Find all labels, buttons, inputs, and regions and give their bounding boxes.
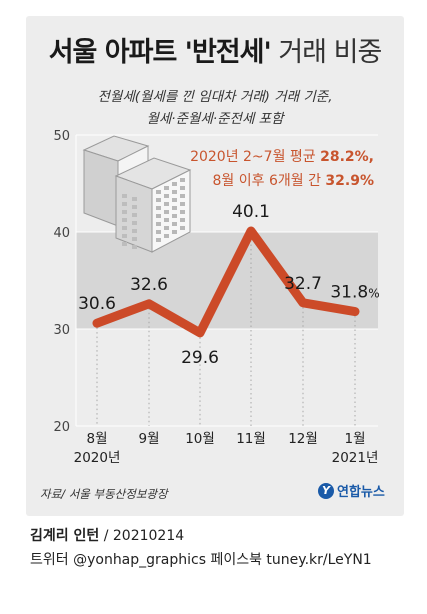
building-window — [172, 222, 177, 226]
building-window — [172, 230, 177, 234]
data-point — [299, 299, 307, 307]
building-window — [180, 210, 185, 214]
data-point — [247, 227, 255, 235]
building-window — [156, 190, 161, 194]
building-window — [122, 218, 127, 222]
building-window — [132, 221, 137, 225]
building-window — [132, 229, 137, 233]
building-window — [156, 214, 161, 218]
subtitle-line1: 전월세(월세를 낀 임대차 거래) 거래 기준, — [97, 89, 333, 105]
data-point — [196, 329, 204, 337]
value-label: 30.6 — [78, 294, 116, 314]
building-window — [122, 234, 127, 238]
building-window — [180, 226, 185, 230]
building-window — [180, 194, 185, 198]
chart-subtitle: 전월세(월세를 낀 임대차 거래) 거래 기준, 월세·준월세·준전세 포함 — [26, 86, 404, 130]
building-window — [172, 206, 177, 210]
data-points — [93, 227, 359, 337]
building-window — [164, 234, 169, 238]
building-window — [172, 182, 177, 186]
x-tick-label: 11월 — [236, 431, 266, 447]
y-tick-labels: 20 30 40 50 — [53, 129, 70, 435]
building-window — [122, 194, 127, 198]
drop-lines — [96, 231, 356, 426]
title-light: 거래 비중 — [278, 37, 382, 68]
value-label: 32.7 — [284, 274, 322, 294]
building-window — [164, 202, 169, 206]
y-tick-label: 30 — [53, 323, 70, 338]
x-tick-label: 9월 — [138, 431, 159, 447]
data-point — [145, 300, 153, 308]
value-labels: 30.6 32.6 29.6 40.1 32.7 31.8% — [78, 202, 380, 368]
credit-social: 트위터 @yonhap_graphics 페이스북 tuney.kr/LeYN1 — [30, 552, 372, 568]
building-window — [156, 230, 161, 234]
building-window — [132, 237, 137, 241]
logo-text: 연합뉴스 — [337, 485, 385, 500]
building-window — [164, 194, 169, 198]
y-tick-label: 20 — [53, 420, 70, 435]
annotation-line2: 8월 이후 6개월 간 32.9% — [213, 173, 374, 189]
building-window — [132, 245, 137, 249]
data-point — [351, 308, 359, 316]
x-tick-label: 8월 — [86, 431, 107, 447]
x-tick-label: 12월 — [288, 431, 318, 447]
value-label: 32.6 — [130, 275, 168, 295]
apartment-building-icon — [82, 135, 192, 253]
chart-title: 서울 아파트 '반전세' 거래 비중 — [26, 30, 404, 69]
value-label: 29.6 — [181, 348, 219, 368]
building-window — [172, 214, 177, 218]
x-tick-label: 1월 — [344, 431, 365, 447]
building-window — [180, 186, 185, 190]
subtitle-line2: 월세·준월세·준전세 포함 — [146, 111, 284, 127]
building-window — [122, 210, 127, 214]
building-window — [164, 218, 169, 222]
building-window — [132, 205, 137, 209]
title-bold: 서울 아파트 '반전세' — [48, 37, 272, 68]
building-window — [122, 226, 127, 230]
building-window — [172, 190, 177, 194]
y-tick-label: 50 — [53, 129, 70, 144]
y-tick-label: 40 — [53, 226, 70, 241]
building-window — [180, 178, 185, 182]
x-year-label: 2021년 — [332, 450, 379, 466]
yonhap-mark-icon: Y — [318, 482, 334, 499]
credit-line: 김계리 인턴 / 20210214 — [30, 525, 184, 545]
building-window — [156, 238, 161, 242]
building-window — [122, 202, 127, 206]
source-note: 자료/ 서울 부동산정보광장 — [40, 487, 168, 501]
building-window — [164, 186, 169, 190]
value-label: 31.8% — [330, 283, 379, 303]
building-window — [180, 202, 185, 206]
value-unit: % — [368, 287, 379, 301]
building-window — [172, 198, 177, 202]
building-window — [156, 206, 161, 210]
building-window — [132, 197, 137, 201]
building-window — [132, 213, 137, 217]
x-tick-label: 10월 — [185, 431, 215, 447]
annotation-line1: 2020년 2~7월 평균 28.2%, — [190, 149, 374, 165]
building-window — [164, 226, 169, 230]
building-window — [156, 198, 161, 202]
building-window — [164, 210, 169, 214]
yonhap-logo: Y 연합뉴스 — [318, 481, 385, 500]
building-window — [122, 242, 127, 246]
building-window — [156, 222, 161, 226]
data-point — [93, 319, 101, 327]
series-line — [92, 226, 360, 338]
credit-author: 김계리 인턴 — [30, 528, 100, 544]
x-tick-labels: 8월 2020년 9월 10월 11월 12월 1월 2021년 — [74, 431, 379, 466]
value-label: 40.1 — [232, 202, 270, 222]
credit-date: / 20210214 — [99, 528, 185, 544]
x-year-label: 2020년 — [74, 450, 121, 466]
building-window — [180, 218, 185, 222]
